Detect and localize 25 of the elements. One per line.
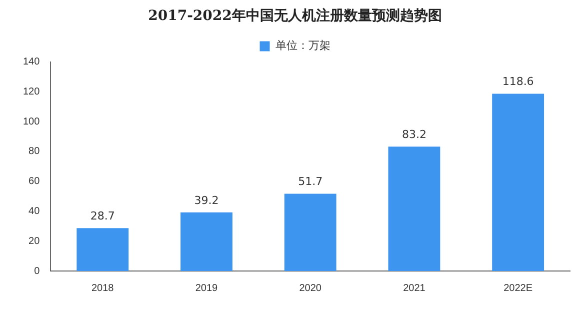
data-label: 83.2 <box>402 128 426 142</box>
y-tick-label: 80 <box>28 146 40 158</box>
y-tick-label: 140 <box>22 56 40 68</box>
y-tick-label: 20 <box>28 236 40 247</box>
y-tick-label: 0 <box>34 266 40 277</box>
x-tick-label: 2019 <box>195 282 218 294</box>
chart-title: 2017-2022年中国无人机注册数量预测趋势图 <box>148 7 442 24</box>
legend-label: 单位：万架 <box>275 39 330 52</box>
data-label: 39.2 <box>194 194 219 207</box>
bar <box>388 146 440 271</box>
x-tick-label: 2018 <box>91 282 114 294</box>
data-label: 28.7 <box>90 209 115 222</box>
bar <box>76 228 129 271</box>
bar <box>284 194 336 271</box>
x-tick-label: 2021 <box>403 282 426 294</box>
y-tick-label: 40 <box>28 206 40 217</box>
x-tick-label: 2022E <box>504 282 533 294</box>
y-tick-label: 100 <box>22 116 40 128</box>
data-label: 51.7 <box>298 175 323 188</box>
bar <box>180 212 232 271</box>
data-label: 118.6 <box>502 75 534 88</box>
y-tick-label: 60 <box>28 176 40 188</box>
y-tick-label: 120 <box>22 86 40 98</box>
bar <box>492 94 544 271</box>
x-tick-label: 2020 <box>299 282 322 294</box>
